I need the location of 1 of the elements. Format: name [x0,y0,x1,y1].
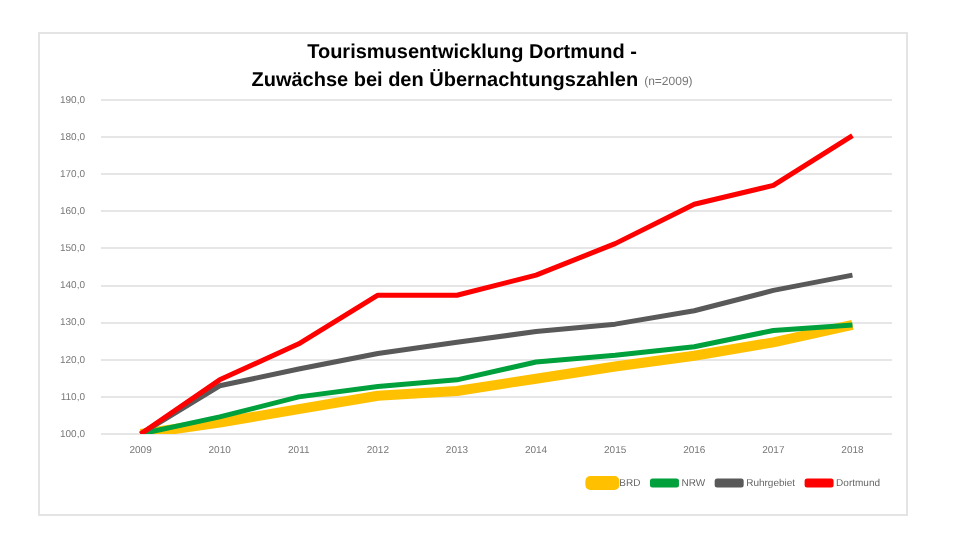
chart-title: Tourismusentwicklung Dortmund - Zuwächse bei den Übernachtungszahlen [251,41,639,92]
